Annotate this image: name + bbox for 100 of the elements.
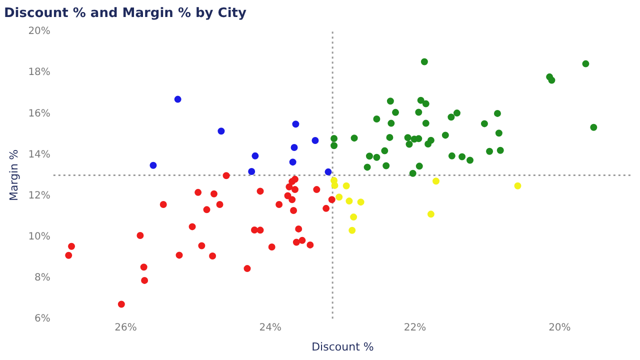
y-tick-label: 18% xyxy=(28,67,50,78)
point xyxy=(252,152,259,160)
y-tick-label: 16% xyxy=(28,108,50,120)
point xyxy=(68,242,76,250)
chart-title: Discount % and Margin % by City xyxy=(4,6,248,22)
point xyxy=(288,196,296,204)
point xyxy=(422,120,430,127)
x-tick-label: 24% xyxy=(259,322,282,334)
point xyxy=(290,206,298,214)
point xyxy=(417,96,424,104)
point xyxy=(292,120,300,128)
point xyxy=(322,204,330,212)
point xyxy=(298,236,306,244)
point xyxy=(194,188,202,196)
point xyxy=(415,108,422,116)
point xyxy=(290,144,298,152)
point xyxy=(381,147,388,154)
point xyxy=(203,206,210,214)
x-tick-label: 22% xyxy=(404,322,426,334)
point xyxy=(448,114,455,121)
point xyxy=(295,225,302,232)
point xyxy=(480,120,488,128)
point xyxy=(328,196,336,204)
y-tick-label: 12% xyxy=(28,190,50,202)
point xyxy=(313,186,320,194)
point xyxy=(582,60,590,68)
point xyxy=(292,238,300,246)
point xyxy=(466,156,474,164)
point xyxy=(422,100,430,108)
point xyxy=(289,158,296,166)
point xyxy=(494,110,501,117)
y-tick-label: 14% xyxy=(28,149,50,160)
point xyxy=(210,190,218,198)
point xyxy=(160,201,167,208)
point xyxy=(198,242,206,250)
point xyxy=(140,264,148,271)
point xyxy=(346,198,353,205)
point xyxy=(373,154,380,161)
point xyxy=(324,168,332,176)
point xyxy=(348,226,356,234)
point xyxy=(496,146,504,154)
point xyxy=(331,182,338,189)
point xyxy=(453,110,460,117)
point xyxy=(357,198,364,206)
point xyxy=(420,58,428,66)
y-tick-label: 8% xyxy=(34,272,50,284)
y-axis-title: Margin % xyxy=(7,149,20,201)
point xyxy=(330,142,338,150)
point xyxy=(590,124,598,131)
point xyxy=(392,108,400,116)
point xyxy=(218,128,225,135)
point xyxy=(373,115,380,122)
point xyxy=(486,148,494,155)
point xyxy=(404,134,412,142)
point xyxy=(364,164,371,171)
point xyxy=(256,226,264,234)
point xyxy=(291,176,298,183)
point xyxy=(514,182,522,190)
point xyxy=(306,241,314,248)
point xyxy=(350,214,358,221)
x-tick-label: 26% xyxy=(114,322,137,334)
point xyxy=(141,276,148,284)
point xyxy=(174,96,182,103)
point xyxy=(386,134,394,141)
point xyxy=(216,201,224,208)
point xyxy=(427,210,434,218)
point xyxy=(424,140,432,148)
y-tick-label: 20% xyxy=(28,26,50,38)
point xyxy=(65,252,72,259)
point xyxy=(350,134,358,142)
point xyxy=(416,162,423,170)
point xyxy=(276,201,283,208)
point xyxy=(330,134,338,142)
point xyxy=(150,162,157,169)
point xyxy=(382,162,390,170)
point xyxy=(388,120,395,127)
point xyxy=(256,188,264,195)
point xyxy=(118,300,125,308)
x-axis-title: Discount % xyxy=(312,340,374,354)
point xyxy=(442,132,449,139)
point xyxy=(312,137,319,144)
point xyxy=(366,152,373,160)
x-tick-label: 20% xyxy=(548,322,571,334)
point xyxy=(250,226,258,234)
point xyxy=(286,183,293,190)
point xyxy=(336,194,343,201)
y-tick-label: 6% xyxy=(34,313,50,324)
point xyxy=(548,76,556,84)
point xyxy=(291,186,298,194)
point xyxy=(409,170,416,177)
y-tick-label: 10% xyxy=(28,231,50,242)
point xyxy=(268,244,276,250)
point xyxy=(244,265,251,272)
point xyxy=(209,252,216,260)
point xyxy=(432,178,440,185)
point xyxy=(448,152,456,160)
point xyxy=(136,232,144,240)
point xyxy=(222,172,230,180)
point xyxy=(495,130,502,137)
point xyxy=(415,135,422,142)
